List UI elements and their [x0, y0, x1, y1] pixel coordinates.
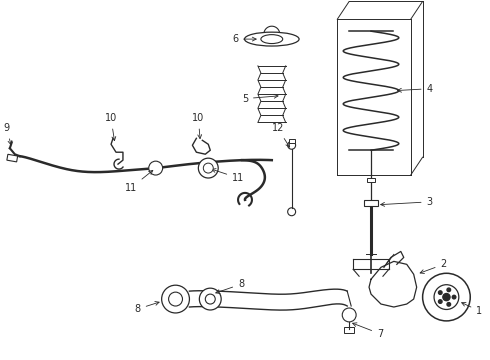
Text: 8: 8	[135, 302, 159, 314]
Circle shape	[443, 293, 450, 301]
Bar	[364, 200, 378, 206]
Circle shape	[422, 273, 470, 321]
Circle shape	[447, 302, 451, 306]
Circle shape	[288, 208, 295, 216]
Text: 3: 3	[381, 197, 433, 207]
Text: 6: 6	[232, 34, 256, 44]
Text: 11: 11	[212, 168, 245, 183]
Ellipse shape	[245, 32, 299, 46]
Circle shape	[149, 161, 163, 175]
Ellipse shape	[261, 35, 283, 44]
Bar	[367, 178, 375, 182]
Text: 10: 10	[105, 113, 117, 141]
Text: 11: 11	[125, 170, 153, 193]
Text: 4: 4	[397, 84, 433, 94]
Text: 7: 7	[353, 323, 383, 339]
Circle shape	[439, 291, 442, 294]
Text: 10: 10	[192, 113, 204, 139]
Circle shape	[169, 292, 182, 306]
Text: 2: 2	[420, 259, 447, 274]
Text: 9: 9	[4, 123, 12, 145]
Circle shape	[439, 300, 442, 303]
Text: 12: 12	[271, 123, 290, 147]
Bar	[7, 154, 18, 162]
Text: 5: 5	[242, 94, 278, 104]
Bar	[289, 139, 294, 143]
Text: 8: 8	[216, 279, 244, 293]
Circle shape	[288, 141, 295, 149]
Circle shape	[199, 288, 221, 310]
Circle shape	[434, 285, 459, 310]
Circle shape	[203, 163, 213, 173]
Circle shape	[205, 294, 215, 304]
Circle shape	[452, 295, 456, 299]
Circle shape	[447, 288, 451, 292]
Circle shape	[162, 285, 190, 313]
Circle shape	[342, 308, 356, 322]
Text: 1: 1	[462, 302, 482, 316]
Circle shape	[198, 158, 218, 178]
Bar	[344, 327, 354, 333]
